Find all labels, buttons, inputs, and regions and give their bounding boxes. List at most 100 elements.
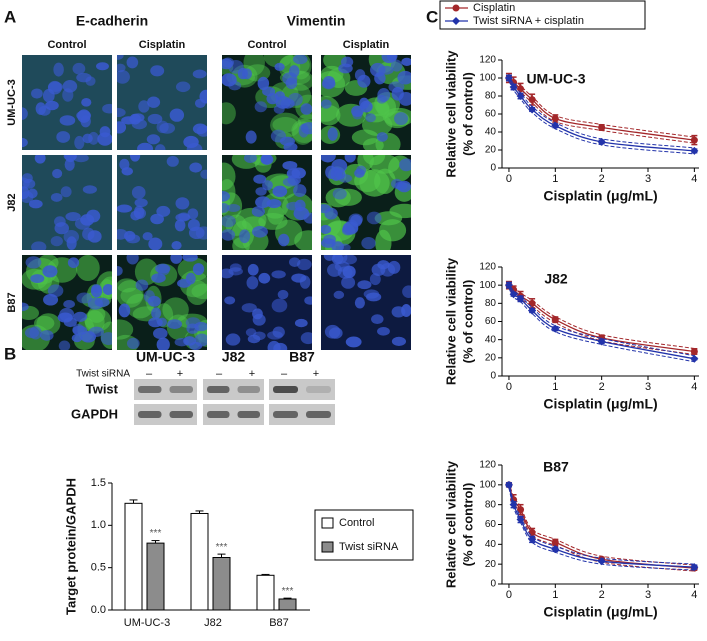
nucleus xyxy=(273,104,285,114)
y-tick-label: 40 xyxy=(485,334,497,345)
nucleus xyxy=(300,103,312,115)
nucleus xyxy=(148,237,163,250)
nucleus xyxy=(371,263,386,276)
nucleus xyxy=(135,279,149,291)
nucleus xyxy=(196,125,207,137)
blot-band xyxy=(273,386,298,393)
x-axis-label: Cisplatin (μg/mL) xyxy=(543,188,657,204)
nucleus xyxy=(262,86,276,97)
nucleus xyxy=(80,331,97,343)
blot-band xyxy=(306,411,331,418)
nucleus xyxy=(182,255,198,262)
x-tick-label: 0 xyxy=(506,381,512,393)
data-point xyxy=(509,83,518,91)
nucleus xyxy=(282,177,299,187)
column-label: Cisplatin xyxy=(139,39,186,51)
micrograph xyxy=(117,55,207,150)
nucleus xyxy=(222,190,231,202)
blot-band xyxy=(237,386,260,393)
cytoplasm xyxy=(117,319,134,340)
nucleus xyxy=(50,192,63,202)
nucleus xyxy=(397,70,411,85)
nucleus xyxy=(224,296,236,305)
nucleus xyxy=(183,135,199,149)
x-tick-label: 4 xyxy=(691,381,697,393)
nucleus xyxy=(54,216,66,227)
nucleus xyxy=(292,55,308,65)
y-tick-label: 20 xyxy=(485,352,497,363)
nucleus xyxy=(133,207,147,219)
nucleus xyxy=(43,293,59,306)
y-tick-label: 60 xyxy=(485,316,497,327)
sign-label: + xyxy=(313,368,319,380)
data-point xyxy=(528,96,536,104)
nucleus xyxy=(138,100,150,113)
nucleus xyxy=(390,178,403,189)
cell-line-label: B87 xyxy=(289,349,315,365)
bar xyxy=(256,574,275,611)
nucleus xyxy=(155,263,171,274)
protein-label: GAPDH xyxy=(71,406,118,421)
data-point xyxy=(597,137,606,146)
nucleus xyxy=(323,255,336,261)
cytoplasm xyxy=(34,315,55,331)
sign-label: – xyxy=(216,368,223,380)
row-label: B87 xyxy=(6,292,18,312)
blot-band xyxy=(207,411,230,418)
nucleus xyxy=(117,107,126,118)
nucleus xyxy=(361,236,376,250)
x-tick-label: 2 xyxy=(599,381,605,393)
nucleus xyxy=(338,63,353,74)
nucleus xyxy=(156,205,171,217)
nucleus xyxy=(73,311,88,322)
sign-label: + xyxy=(177,368,183,380)
nucleus xyxy=(348,213,363,226)
y-tick-label: 1.0 xyxy=(91,519,106,531)
chart-title: J82 xyxy=(544,271,568,287)
nucleus xyxy=(175,81,191,93)
x-axis-label: Cisplatin (μg/mL) xyxy=(543,396,657,412)
nucleus xyxy=(151,307,162,320)
nucleus xyxy=(153,327,168,340)
nucleus xyxy=(271,270,286,279)
x-tick-label: 1 xyxy=(552,381,558,393)
legend-swatch xyxy=(321,517,334,529)
blot-band xyxy=(169,386,193,393)
data-point xyxy=(597,337,606,346)
nucleus xyxy=(262,180,273,191)
nucleus xyxy=(86,209,101,223)
nucleus xyxy=(354,69,366,81)
nucleus xyxy=(171,240,182,250)
micrograph xyxy=(22,155,112,250)
cytoplasm xyxy=(76,255,100,282)
nucleus xyxy=(229,263,242,272)
data-point xyxy=(690,136,698,144)
nucleus xyxy=(239,229,251,244)
x-tick-label: 3 xyxy=(645,589,651,601)
nucleus xyxy=(359,97,370,109)
nucleus xyxy=(169,108,185,122)
nucleus xyxy=(226,203,241,213)
nucleus xyxy=(40,330,54,341)
x-tick-label: UM-UC-3 xyxy=(124,617,170,629)
nucleus xyxy=(321,224,332,234)
cytoplasm xyxy=(258,213,288,230)
x-tick-label: 0 xyxy=(506,173,512,185)
y-tick-label: 0.0 xyxy=(91,604,106,616)
nucleus xyxy=(342,255,357,265)
y-tick-label: 80 xyxy=(485,298,497,309)
nucleus xyxy=(147,113,163,125)
nucleus xyxy=(366,211,382,225)
y-tick-label: 40 xyxy=(485,539,497,550)
blot-strip xyxy=(269,379,335,400)
nucleus xyxy=(378,65,394,75)
nucleus xyxy=(334,169,346,180)
nucleus xyxy=(142,232,153,241)
nucleus xyxy=(192,69,207,79)
bar xyxy=(278,598,297,611)
nucleus xyxy=(255,187,267,196)
nucleus xyxy=(167,319,183,329)
nucleus xyxy=(222,215,236,228)
blot-band xyxy=(138,386,162,393)
blot-band xyxy=(207,386,230,393)
